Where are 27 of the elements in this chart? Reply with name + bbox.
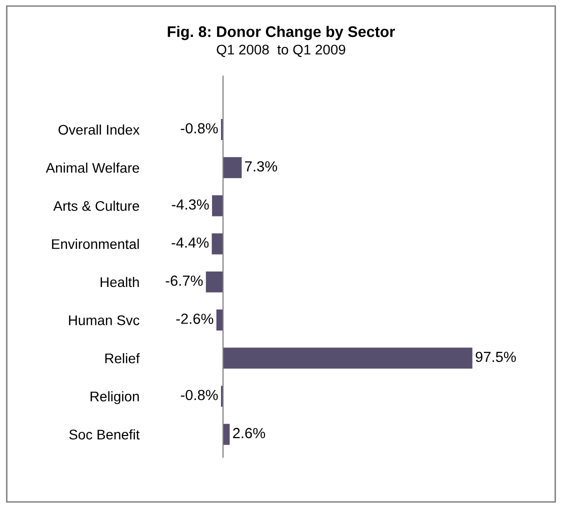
y-tick-label: Relief — [105, 353, 140, 364]
data-label: 97.5% — [476, 352, 516, 362]
data-label: -4.4% — [172, 237, 209, 248]
data-label: -0.8% — [180, 390, 218, 400]
data-label: 7.3% — [245, 161, 278, 172]
y-tick-label: Health — [100, 276, 139, 288]
y-tick-label: Overall Index — [58, 124, 140, 135]
data-label: -2.6% — [176, 314, 214, 324]
y-tick-label: Soc Benefit — [69, 429, 140, 440]
y-tick-label: Environmental — [52, 238, 139, 250]
bar — [216, 310, 224, 331]
bar — [212, 233, 224, 254]
data-label: 2.6% — [233, 428, 266, 438]
data-label: -0.8% — [180, 123, 218, 134]
y-tick-label: Animal Welfare — [46, 162, 140, 173]
bar — [223, 424, 230, 445]
chart-subtitle: Q1 2008 to Q1 2009 — [216, 44, 346, 58]
chart-title: Fig. 8: Donor Change by Sector — [168, 26, 395, 40]
y-tick-label: Religion — [90, 391, 139, 404]
bar — [206, 271, 224, 292]
bar — [223, 157, 242, 178]
bar — [212, 195, 224, 216]
data-label: -6.7% — [166, 276, 203, 286]
y-tick-label: Arts & Culture — [53, 200, 140, 211]
bar — [223, 348, 472, 369]
y-tick-label: Human Svc — [69, 315, 140, 326]
data-label: -4.3% — [172, 199, 209, 210]
